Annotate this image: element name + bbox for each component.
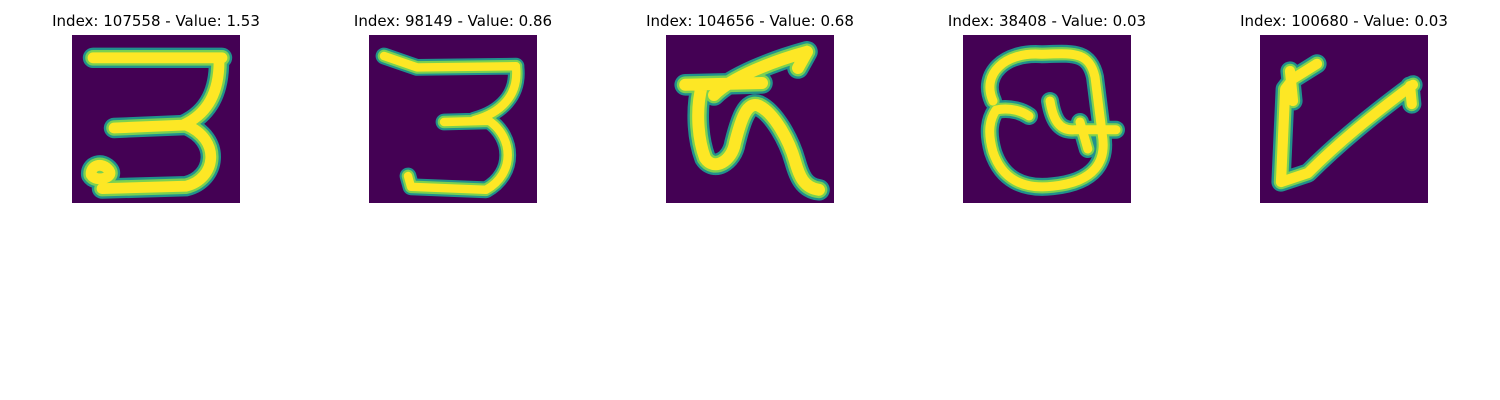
digit-image bbox=[1260, 35, 1428, 203]
digit-image bbox=[72, 35, 240, 203]
sample-panel-1: Index: 107558 - Value: 1.53 bbox=[6, 0, 306, 210]
panel-title: Index: 107558 - Value: 1.53 bbox=[52, 12, 260, 30]
sample-panel-3: Index: 104656 - Value: 0.68 bbox=[600, 0, 900, 210]
panel-title: Index: 98149 - Value: 0.86 bbox=[353, 12, 553, 30]
panel-title: Index: 104656 - Value: 0.68 bbox=[646, 12, 854, 30]
digit-image bbox=[666, 35, 834, 203]
sample-panel-2: Index: 98149 - Value: 0.86 bbox=[303, 0, 603, 210]
handwritten-3-glyph bbox=[375, 47, 525, 199]
sample-panel-4: Index: 38408 - Value: 0.03 bbox=[897, 0, 1197, 210]
sample-panel-5: Index: 100680 - Value: 0.03 bbox=[1194, 0, 1494, 210]
handwritten-character-glyph bbox=[1271, 54, 1423, 192]
digit-image bbox=[369, 35, 537, 203]
digit-image bbox=[963, 35, 1131, 203]
handwritten-3-glyph bbox=[81, 47, 233, 199]
handwritten-character-glyph bbox=[674, 41, 830, 201]
panel-title: Index: 100680 - Value: 0.03 bbox=[1240, 12, 1448, 30]
handwritten-character-glyph bbox=[980, 44, 1125, 196]
panel-title: Index: 38408 - Value: 0.03 bbox=[947, 12, 1147, 30]
